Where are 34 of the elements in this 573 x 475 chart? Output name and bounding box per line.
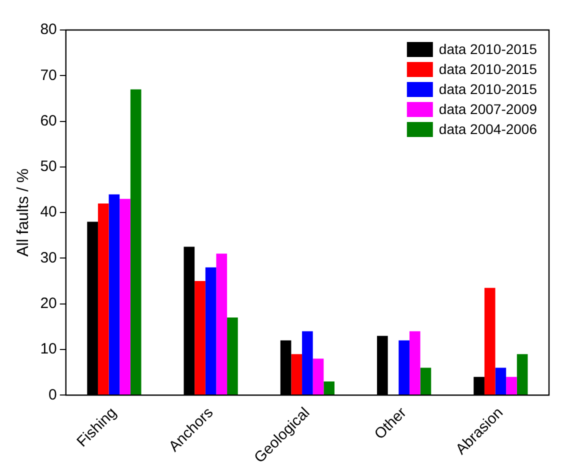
- y-tick-label: 60: [40, 112, 57, 130]
- bar: [398, 340, 410, 395]
- bar: [409, 331, 420, 395]
- bar: [205, 267, 216, 395]
- bar: [312, 358, 324, 395]
- bar: [484, 288, 496, 395]
- bar: [516, 354, 528, 395]
- bar: [324, 381, 334, 395]
- bar: [420, 368, 432, 395]
- bar: [130, 89, 142, 395]
- bar: [302, 331, 313, 395]
- bar: [120, 198, 130, 395]
- legend-label: data 2007-2009: [438, 100, 538, 117]
- y-tick-label: 20: [40, 295, 57, 312]
- bar: [495, 368, 506, 395]
- bar: [506, 376, 517, 395]
- y-tick-label: 70: [40, 66, 57, 84]
- y-tick-label: 10: [40, 340, 57, 358]
- y-axis-title: All faults / %: [15, 168, 32, 257]
- legend-label: data 2010-2015: [438, 80, 538, 97]
- y-tick-label: 0: [48, 386, 57, 404]
- bar: [216, 254, 228, 395]
- y-tick-label: 40: [40, 204, 57, 221]
- y-tick-label: 80: [40, 21, 57, 38]
- bar: [108, 194, 120, 395]
- bar: [291, 354, 302, 395]
- bar: [227, 318, 238, 395]
- legend-label: data 2010-2015: [438, 60, 538, 77]
- y-tick-label: 30: [40, 249, 57, 266]
- legend-label: data 2004-2006: [438, 120, 538, 137]
- y-tick-label: 50: [40, 158, 57, 176]
- legend-label: data 2010-2015: [438, 40, 538, 57]
- bar: [98, 203, 109, 395]
- bar: [194, 281, 206, 395]
